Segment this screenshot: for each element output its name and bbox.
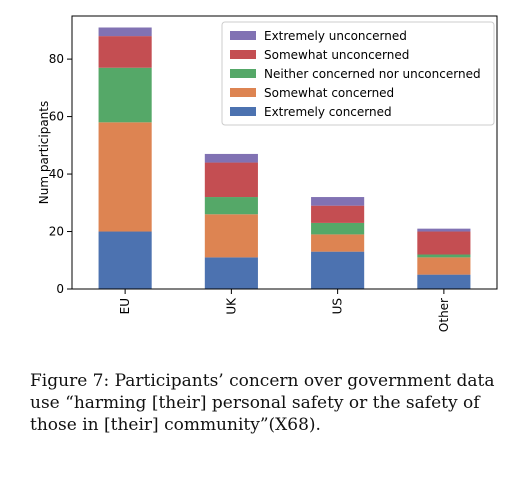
bar-segment-us-series-2 bbox=[311, 222, 365, 235]
bar-segment-us-series-3 bbox=[311, 205, 365, 223]
stacked-bar-chart: 0 20 40 60 80 EU UK US Other Num participants E… bbox=[37, 15, 498, 332]
bar-segment-other-series-0 bbox=[417, 274, 471, 289]
y-ticks: 0 20 40 60 80 bbox=[49, 52, 72, 296]
bar-segment-eu-series-0 bbox=[98, 231, 152, 289]
x-tick-label-us: US bbox=[331, 298, 345, 314]
legend-swatch bbox=[230, 88, 256, 97]
legend: Extremely unconcerned Somewhat unconcerne… bbox=[221, 21, 495, 126]
bar-segment-other-series-4 bbox=[417, 228, 471, 232]
bar-segment-uk-series-1 bbox=[204, 214, 258, 258]
legend-label: Extremely unconcerned bbox=[264, 29, 407, 43]
bar-segment-eu-series-3 bbox=[98, 36, 152, 68]
y-tick-label: 80 bbox=[49, 52, 64, 66]
bar-segment-eu-series-2 bbox=[98, 67, 152, 123]
bar-segment-eu-series-1 bbox=[98, 122, 152, 232]
legend-label: Somewhat unconcerned bbox=[264, 48, 409, 62]
legend-label: Somewhat concerned bbox=[264, 86, 394, 100]
legend-swatch bbox=[230, 31, 256, 40]
x-tick-label-uk: UK bbox=[224, 297, 238, 315]
bar-segment-uk-series-4 bbox=[204, 153, 258, 163]
bar-segment-other-series-3 bbox=[417, 231, 471, 255]
bar-segment-uk-series-3 bbox=[204, 162, 258, 198]
legend-box bbox=[221, 21, 495, 126]
legend-label: Neither concerned nor unconcerned bbox=[264, 67, 481, 81]
bar-segment-other-series-2 bbox=[417, 254, 471, 258]
plot-frame bbox=[71, 15, 498, 290]
legend-label: Extremely concerned bbox=[264, 105, 392, 119]
bar-segment-eu-series-4 bbox=[98, 27, 152, 37]
x-ticks: EU UK US Other bbox=[118, 289, 451, 332]
x-tick-label-eu: EU bbox=[118, 298, 132, 314]
y-tick-label: 0 bbox=[56, 282, 64, 296]
bars-group bbox=[98, 27, 471, 289]
y-tick-label: 20 bbox=[49, 225, 64, 239]
axes-group bbox=[71, 15, 498, 290]
y-tick-label: 60 bbox=[49, 110, 64, 124]
y-axis-label: Num participants bbox=[37, 101, 51, 205]
legend-swatch bbox=[230, 107, 256, 116]
legend-swatch bbox=[230, 50, 256, 59]
bar-segment-uk-series-2 bbox=[204, 197, 258, 215]
x-tick-label-other: Other bbox=[437, 298, 451, 332]
bar-segment-other-series-1 bbox=[417, 257, 471, 275]
bar-segment-us-series-0 bbox=[311, 251, 365, 289]
figure-caption: Figure 7: Participants’ concern over gov… bbox=[30, 371, 495, 435]
bar-segment-us-series-4 bbox=[311, 197, 365, 206]
bar-segment-us-series-1 bbox=[311, 234, 365, 252]
bar-segment-uk-series-0 bbox=[204, 257, 258, 289]
y-tick-label: 40 bbox=[49, 167, 64, 181]
legend-swatch bbox=[230, 69, 256, 78]
